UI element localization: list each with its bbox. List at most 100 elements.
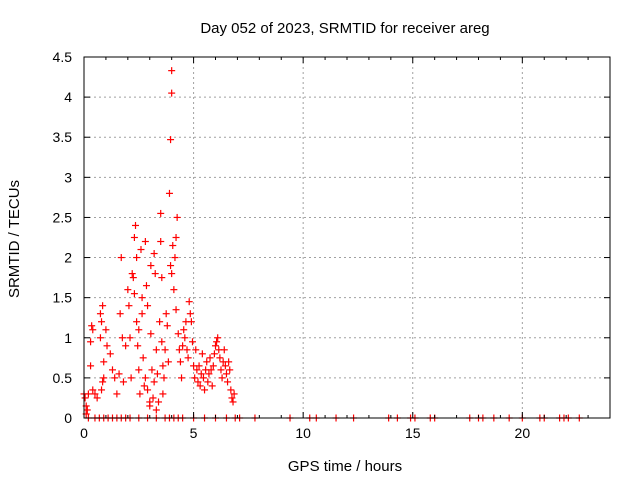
data-point	[89, 386, 97, 394]
data-point	[228, 394, 236, 402]
data-point	[91, 390, 99, 398]
data-point	[169, 242, 177, 250]
y-tick-label: 2.5	[53, 209, 73, 225]
data-point	[201, 386, 209, 394]
y-tick-label: 3.5	[53, 129, 73, 145]
data-point	[116, 310, 124, 318]
data-point	[168, 89, 176, 97]
data-point	[188, 338, 196, 346]
data-point	[229, 398, 237, 406]
data-point	[147, 262, 155, 270]
y-tick-label: 2	[64, 250, 72, 266]
y-tick-label: 3	[64, 169, 72, 185]
data-point	[147, 330, 155, 338]
data-point	[140, 382, 148, 390]
x-tick-label: 5	[190, 425, 198, 441]
data-point	[124, 286, 132, 294]
data-point	[183, 346, 191, 354]
x-tick-label: 20	[515, 425, 531, 441]
data-point	[181, 334, 189, 342]
data-point	[103, 342, 111, 350]
data-point	[199, 374, 207, 382]
data-point	[193, 366, 201, 374]
data-point	[179, 342, 187, 350]
data-point	[198, 350, 206, 358]
data-point	[227, 386, 235, 394]
data-point	[208, 382, 216, 390]
data-point	[146, 402, 154, 410]
grid-lines	[84, 57, 610, 418]
data-point	[150, 378, 158, 386]
data-point	[168, 270, 176, 278]
data-point	[171, 254, 179, 262]
data-point	[173, 213, 181, 221]
data-point	[144, 302, 152, 310]
data-point	[225, 358, 233, 366]
data-point	[83, 406, 91, 414]
data-point	[165, 189, 173, 197]
y-tick-label: 1.5	[53, 290, 73, 306]
data-point	[218, 374, 226, 382]
y-tick-label: 1	[64, 330, 72, 346]
data-point	[214, 334, 222, 342]
data-point	[150, 250, 158, 258]
data-point	[151, 270, 159, 278]
data-point	[176, 358, 184, 366]
data-point	[126, 334, 134, 342]
data-point	[148, 366, 156, 374]
data-point	[125, 302, 133, 310]
x-tick-label: 0	[80, 425, 88, 441]
data-point	[144, 386, 152, 394]
data-point	[186, 310, 194, 318]
data-point	[185, 298, 193, 306]
data-point	[142, 282, 150, 290]
data-point	[222, 370, 230, 378]
data-point	[217, 366, 225, 374]
data-point	[108, 366, 116, 374]
data-point	[155, 398, 163, 406]
data-point	[191, 374, 199, 382]
data-point	[204, 378, 212, 386]
data-point	[206, 354, 214, 362]
data-point	[128, 270, 136, 278]
y-tick-label: 0.5	[53, 370, 73, 386]
data-point	[158, 274, 166, 282]
data-point	[98, 318, 106, 326]
data-point	[141, 374, 149, 382]
data-point	[129, 274, 137, 282]
data-point	[161, 346, 169, 354]
data-point	[162, 310, 170, 318]
data-point	[205, 370, 213, 378]
data-point	[133, 254, 141, 262]
data-point	[160, 374, 168, 382]
data-point	[172, 234, 180, 241]
data-point	[100, 358, 108, 366]
data-point	[89, 326, 97, 334]
x-tick-label: 15	[405, 425, 421, 441]
data-point	[196, 382, 204, 390]
data-point	[138, 310, 146, 318]
data-point	[111, 374, 119, 382]
data-point	[134, 342, 142, 350]
y-tick-label: 0	[64, 410, 72, 426]
data-point	[164, 358, 172, 366]
data-point	[88, 322, 96, 330]
data-point	[130, 290, 138, 298]
data-point	[135, 366, 143, 374]
data-point	[158, 338, 166, 346]
data-point	[197, 370, 205, 378]
data-point	[157, 238, 165, 246]
data-point	[167, 262, 175, 270]
data-point	[100, 374, 108, 382]
data-point	[220, 346, 228, 354]
data-point	[122, 342, 130, 350]
data-point	[174, 330, 182, 338]
data-point	[152, 406, 160, 414]
data-point	[187, 318, 195, 326]
data-point	[138, 294, 146, 302]
data-point	[213, 338, 221, 346]
data-point	[157, 209, 165, 217]
data-point	[212, 342, 219, 350]
data-point	[113, 390, 121, 398]
data-point	[192, 346, 200, 354]
